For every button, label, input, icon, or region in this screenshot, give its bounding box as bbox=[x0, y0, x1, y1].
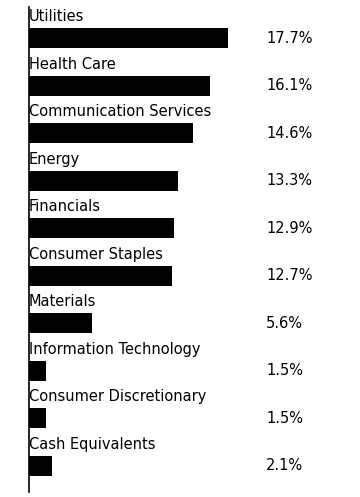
Text: Cash Equivalents: Cash Equivalents bbox=[29, 437, 155, 452]
Text: Information Technology: Information Technology bbox=[29, 341, 200, 357]
Bar bbox=[29, 218, 174, 239]
Text: Consumer Discretionary: Consumer Discretionary bbox=[29, 389, 206, 404]
Text: Health Care: Health Care bbox=[29, 57, 116, 72]
Text: 1.5%: 1.5% bbox=[266, 411, 303, 426]
Text: Materials: Materials bbox=[29, 294, 96, 309]
Bar bbox=[29, 266, 171, 286]
Text: Communication Services: Communication Services bbox=[29, 104, 211, 119]
Text: 12.7%: 12.7% bbox=[266, 268, 312, 283]
Text: 17.7%: 17.7% bbox=[266, 31, 312, 46]
Text: 2.1%: 2.1% bbox=[266, 458, 303, 474]
Bar bbox=[29, 171, 178, 191]
Bar bbox=[29, 76, 210, 96]
Bar bbox=[29, 361, 46, 381]
Text: Financials: Financials bbox=[29, 199, 101, 214]
Text: 1.5%: 1.5% bbox=[266, 363, 303, 378]
Text: 16.1%: 16.1% bbox=[266, 79, 312, 93]
Bar bbox=[29, 28, 228, 48]
Text: 14.6%: 14.6% bbox=[266, 126, 312, 141]
Text: 12.9%: 12.9% bbox=[266, 221, 312, 236]
Text: Consumer Staples: Consumer Staples bbox=[29, 247, 163, 261]
Bar bbox=[29, 456, 53, 476]
Text: Utilities: Utilities bbox=[29, 9, 84, 24]
Text: 13.3%: 13.3% bbox=[266, 173, 312, 188]
Bar bbox=[29, 314, 92, 333]
Text: Energy: Energy bbox=[29, 152, 80, 166]
Bar bbox=[29, 409, 46, 428]
Text: 5.6%: 5.6% bbox=[266, 316, 303, 331]
Bar bbox=[29, 123, 193, 143]
